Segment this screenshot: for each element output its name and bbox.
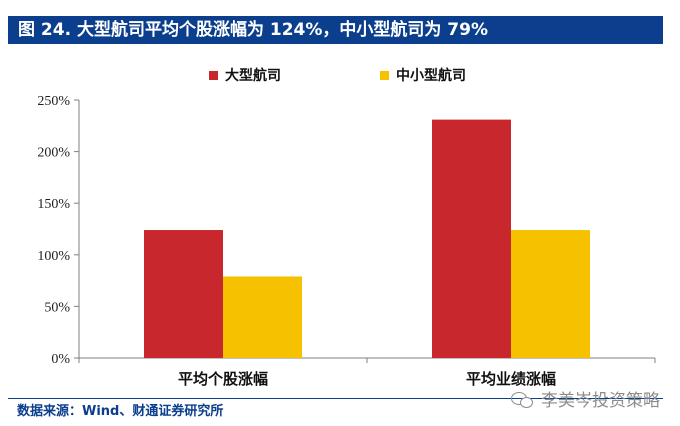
bar-small-mid-airlines bbox=[511, 230, 590, 358]
chart-bars bbox=[144, 119, 590, 358]
y-tick-label: 250% bbox=[37, 94, 70, 109]
watermark: 李美岑投资策略 bbox=[511, 386, 660, 411]
source-note: 数据来源：Wind、财通证券研究所 bbox=[17, 404, 224, 419]
bar-small-mid-airlines bbox=[223, 276, 302, 358]
bar-large-airlines bbox=[144, 230, 223, 358]
watermark-text: 李美岑投资策略 bbox=[541, 391, 660, 411]
y-tick-label: 100% bbox=[37, 249, 70, 264]
legend-label: 中小型航司 bbox=[396, 67, 466, 84]
legend-swatch bbox=[209, 71, 218, 80]
bar-large-airlines bbox=[432, 119, 511, 358]
wechat-icon bbox=[511, 390, 535, 408]
legend: 大型航司 中小型航司 bbox=[209, 67, 466, 84]
legend-swatch bbox=[380, 71, 389, 80]
legend-label: 大型航司 bbox=[225, 67, 281, 84]
chart-axes: 0% 50% 100% 150% 200% 250% bbox=[37, 94, 656, 367]
x-axis-labels: 平均个股涨幅 平均业绩涨幅 bbox=[178, 370, 556, 388]
y-tick-label: 50% bbox=[44, 300, 70, 315]
figure-title: 图 24. 大型航司平均个股涨幅为 124%，中小型航司为 79% bbox=[8, 16, 663, 44]
source-divider bbox=[8, 398, 663, 399]
y-tick-label: 150% bbox=[37, 197, 70, 212]
y-tick-label: 200% bbox=[37, 146, 70, 161]
x-tick-label: 平均业绩涨幅 bbox=[466, 370, 556, 388]
x-tick-label: 平均个股涨幅 bbox=[178, 370, 268, 388]
y-tick-label: 0% bbox=[51, 352, 70, 367]
